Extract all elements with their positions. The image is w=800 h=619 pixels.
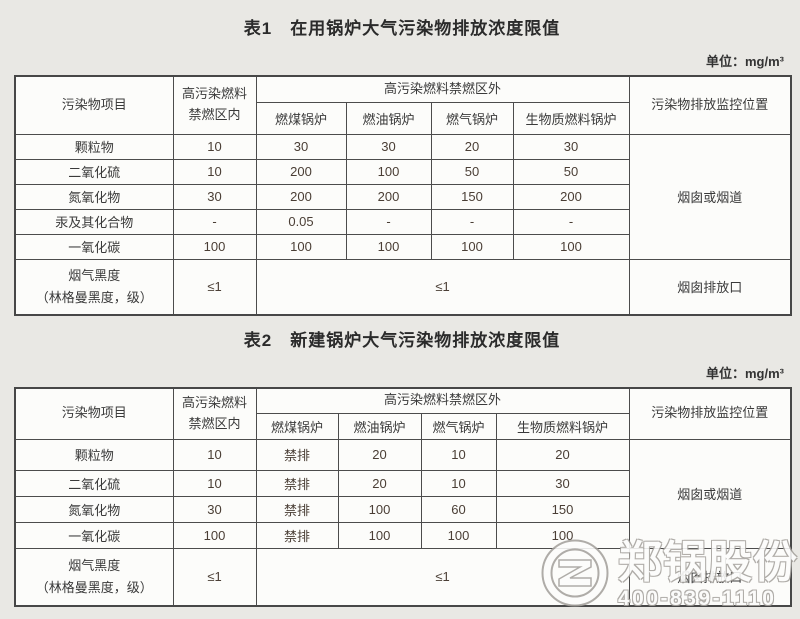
table2-title: 表2 新建锅炉大气污染物排放浓度限值 [243,331,561,350]
cell-pollutant: 氮氧化物 [14,495,174,523]
table-row: 氮氧化物 30 200 200 150 200 [14,183,791,210]
cell-value: 150 [495,495,630,523]
cell-value: 10 [420,438,497,471]
table1-unit-label: 单位：mg/m³ [705,54,784,69]
col-header-biomass: 生物质燃料锅炉 [495,412,630,440]
cell-value: 禁排 [255,438,339,471]
col-header-biomass: 生物质燃料锅炉 [512,101,630,135]
col-header-in-zone: 高污染燃料 禁燃区内 [172,75,257,135]
cell-monitor-location: 烟囱或烟道 [628,438,792,549]
cell-value: 10 [172,133,257,160]
table1-title: 表1 在用锅炉大气污染物排放浓度限值 [243,19,561,38]
cell-pollutant: 烟气黑度 （林格曼黑度，级） [14,547,174,607]
cell-value: ≤1 [172,258,257,316]
col-header-gas: 燃气锅炉 [420,412,497,440]
table-row: 烟气黑度 （林格曼黑度，级） ≤1 ≤1 烟囱排放口 [14,547,792,607]
col-header-gas: 燃气锅炉 [430,101,514,135]
cell-value: 20 [337,469,422,497]
cell-pollutant: 烟气黑度 （林格曼黑度，级） [14,258,174,316]
cell-value: 100 [420,521,497,549]
cell-value: 150 [430,183,514,210]
cell-value: 100 [345,158,432,185]
cell-value: ≤1 [172,547,257,607]
cell-value: 100 [430,233,514,260]
cell-value: 50 [512,158,630,185]
cell-value: - [345,208,432,235]
cell-value: 30 [512,133,630,160]
cell-value: ≤1 [255,547,630,607]
table1: 污染物项目 高污染燃料 禁燃区内 高污染燃料禁燃区外 污染物排放监控位置 燃煤锅… [14,75,793,316]
table-row: 颗粒物 10 禁排 20 10 20 烟囱或烟道 [14,438,792,549]
table-row: 一氧化碳 100 100 100 100 100 [14,233,791,260]
cell-value: - [172,208,257,235]
cell-value: 20 [337,438,422,471]
cell-value: - [512,208,630,235]
cell-value: 30 [255,133,347,160]
cell-value: 0.05 [255,208,347,235]
cell-value: 100 [337,495,422,523]
col-header-out-zone: 高污染燃料禁燃区外 [255,387,630,414]
cell-value: 100 [255,233,347,260]
table2: 污染物项目 高污染燃料 禁燃区内 高污染燃料禁燃区外 污染物排放监控位置 燃煤锅… [14,387,793,607]
col-header-coal: 燃煤锅炉 [255,412,339,440]
cell-value: 禁排 [255,495,339,523]
cell-value: 100 [495,521,630,549]
cell-monitor-location: 烟囱或烟道 [628,133,792,260]
cell-value: 200 [512,183,630,210]
cell-value: 200 [255,158,347,185]
cell-value: 30 [495,469,630,497]
table-row: 二氧化硫 10 200 100 50 50 [14,158,791,185]
cell-value: 10 [172,469,257,497]
col-header-pollutant: 污染物项目 [14,75,174,135]
cell-value: 10 [172,438,257,471]
cell-pollutant: 颗粒物 [14,133,174,160]
cell-value: 100 [512,233,630,260]
cell-value: 50 [430,158,514,185]
cell-value: 200 [255,183,347,210]
table-row: 一氧化碳 100 禁排 100 100 100 [14,521,791,549]
cell-value: 30 [172,495,257,523]
table-row: 烟气黑度 （林格曼黑度，级） ≤1 ≤1 烟囱排放口 [14,258,792,316]
cell-pollutant: 氮氧化物 [14,183,174,210]
col-header-in-zone: 高污染燃料 禁燃区内 [172,387,257,440]
cell-value: 100 [345,233,432,260]
cell-value: 30 [172,183,257,210]
cell-value: 200 [345,183,432,210]
cell-pollutant: 一氧化碳 [14,233,174,260]
cell-pollutant: 二氧化硫 [14,469,174,497]
col-header-monitor: 污染物排放监控位置 [628,387,792,440]
col-header-oil: 燃油锅炉 [345,101,432,135]
col-header-pollutant: 污染物项目 [14,387,174,440]
cell-value: 60 [420,495,497,523]
cell-value: 100 [172,521,257,549]
cell-monitor-location: 烟囱排放口 [628,258,792,316]
col-header-oil: 燃油锅炉 [337,412,422,440]
cell-value: ≤1 [255,258,630,316]
cell-value: 20 [495,438,630,471]
cell-pollutant: 一氧化碳 [14,521,174,549]
cell-monitor-location: 烟囱排放口 [628,547,792,607]
cell-value: 禁排 [255,469,339,497]
cell-pollutant: 汞及其化合物 [14,208,174,235]
col-header-out-zone: 高污染燃料禁燃区外 [255,75,630,103]
cell-value: 30 [345,133,432,160]
cell-value: 100 [172,233,257,260]
table2-unit-label: 单位：mg/m³ [705,366,784,381]
cell-pollutant: 二氧化硫 [14,158,174,185]
col-header-coal: 燃煤锅炉 [255,101,347,135]
cell-value: 10 [420,469,497,497]
cell-pollutant: 颗粒物 [14,438,174,471]
table-row: 二氧化硫 10 禁排 20 10 30 [14,469,791,497]
cell-value: 100 [337,521,422,549]
cell-value: 禁排 [255,521,339,549]
cell-value: 20 [430,133,514,160]
cell-value: - [430,208,514,235]
table-row: 颗粒物 10 30 30 20 30 烟囱或烟道 [14,133,792,260]
col-header-monitor: 污染物排放监控位置 [628,75,792,135]
cell-value: 10 [172,158,257,185]
